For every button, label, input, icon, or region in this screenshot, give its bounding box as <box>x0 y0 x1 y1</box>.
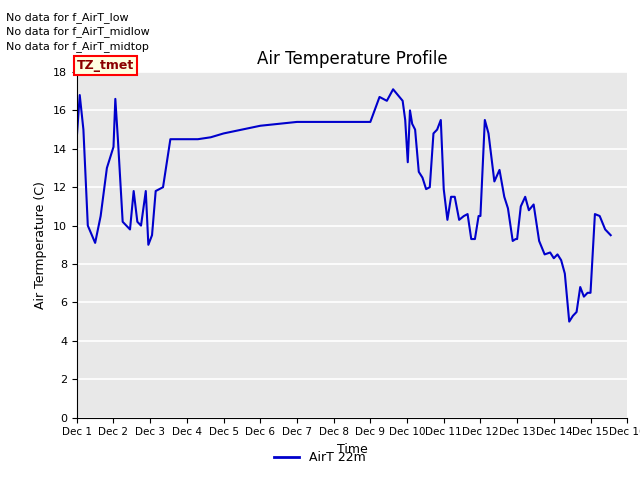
Y-axis label: Air Termperature (C): Air Termperature (C) <box>35 181 47 309</box>
X-axis label: Time: Time <box>337 443 367 456</box>
Text: No data for f_AirT_midtop: No data for f_AirT_midtop <box>6 41 149 52</box>
Legend: AirT 22m: AirT 22m <box>269 446 371 469</box>
Title: Air Temperature Profile: Air Temperature Profile <box>257 49 447 68</box>
Text: No data for f_AirT_low: No data for f_AirT_low <box>6 12 129 23</box>
Text: TZ_tmet: TZ_tmet <box>77 59 134 72</box>
Text: No data for f_AirT_midlow: No data for f_AirT_midlow <box>6 26 150 37</box>
